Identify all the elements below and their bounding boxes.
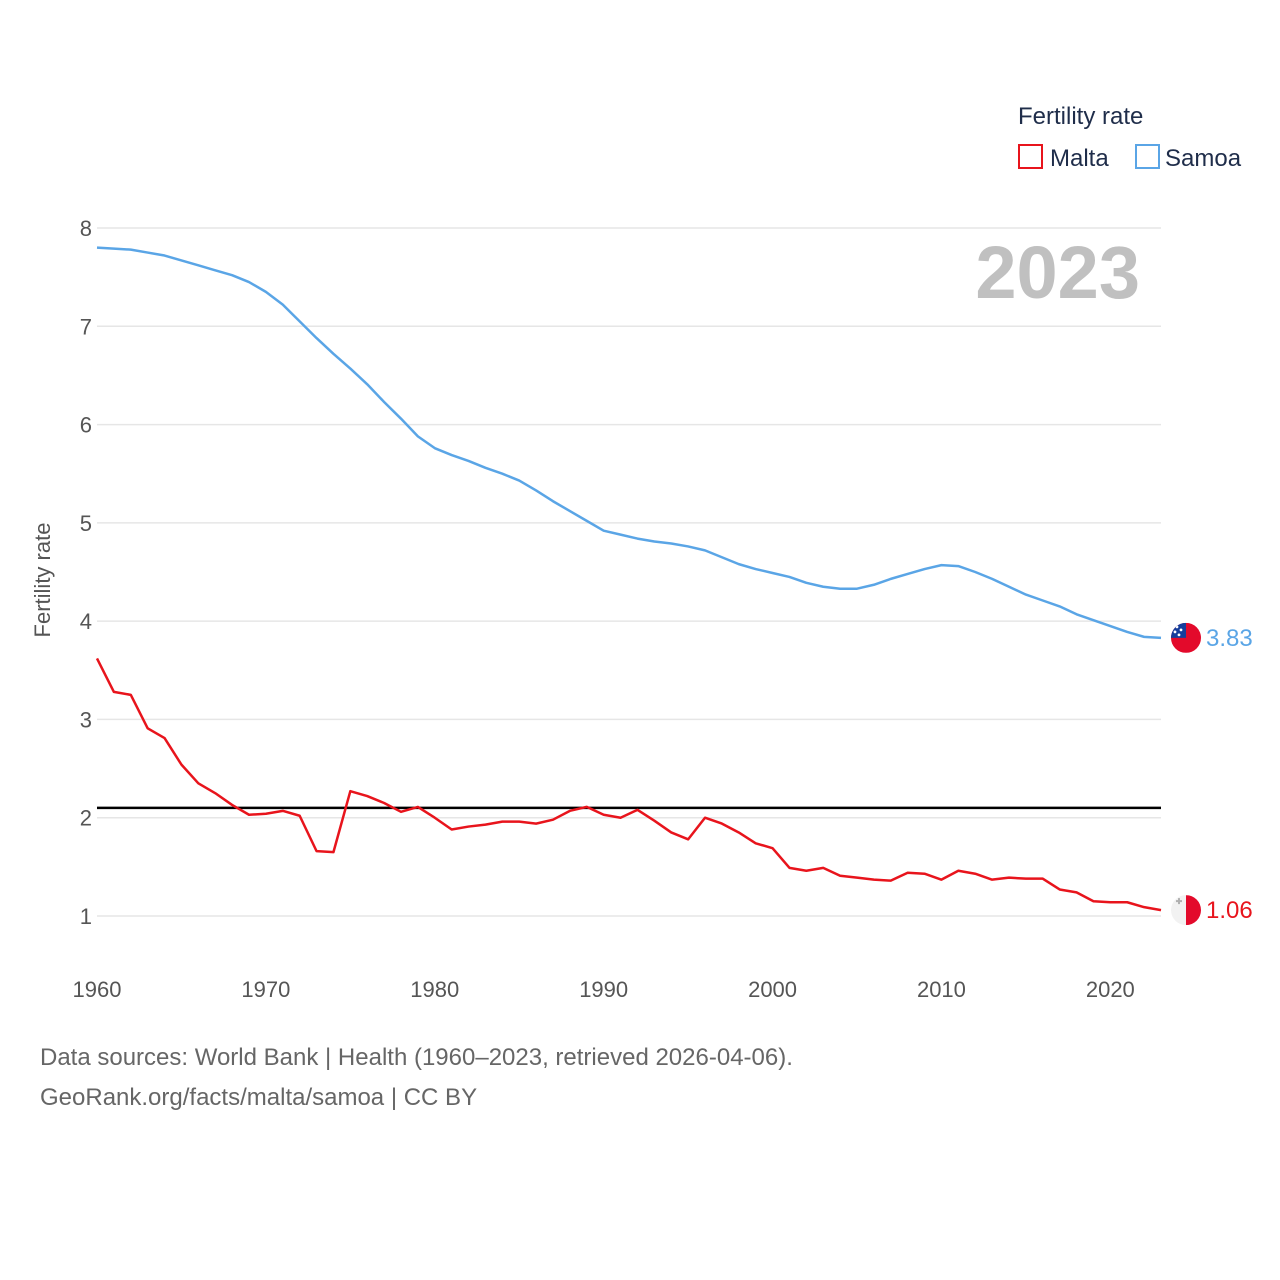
malta-flag-icon (1171, 895, 1201, 926)
x-tick-label: 2000 (748, 977, 797, 1002)
y-tick-label: 4 (80, 609, 92, 634)
y-axis: 1 2 3 4 5 6 7 8 (80, 216, 92, 929)
x-tick-label: 1960 (73, 977, 122, 1002)
y-tick-label: 3 (80, 707, 92, 732)
y-tick-label: 8 (80, 216, 92, 241)
data-sources: Data sources: World Bank | Health (1960–… (40, 1044, 793, 1071)
end-label-samoa: 3.83 (1206, 625, 1253, 652)
x-tick-label: 2010 (917, 977, 966, 1002)
series-line-malta[interactable] (95, 657, 1162, 912)
y-tick-label: 5 (80, 511, 92, 536)
legend-swatch-samoa[interactable] (1135, 144, 1160, 169)
series-lines (95, 246, 1162, 912)
y-tick-label: 7 (80, 314, 92, 339)
y-tick-label: 1 (80, 904, 92, 929)
grid-lines (97, 227, 1161, 917)
x-tick-label: 1990 (579, 977, 628, 1002)
x-tick-label: 1980 (410, 977, 459, 1002)
series-line-samoa[interactable] (96, 246, 1162, 640)
legend-swatch-malta[interactable] (1018, 144, 1043, 169)
x-axis: 1960 1970 1980 1990 2000 2010 2020 (73, 977, 1135, 1002)
x-tick-label: 1970 (241, 977, 290, 1002)
end-label-malta: 1.06 (1206, 897, 1253, 924)
y-axis-title: Fertility rate (30, 523, 55, 638)
y-tick-label: 6 (80, 413, 92, 438)
legend-label-samoa[interactable]: Samoa (1165, 145, 1242, 172)
credit-link[interactable]: GeoRank.org/facts/malta/samoa | CC BY (40, 1084, 478, 1111)
legend: Fertility rate Malta Samoa (1018, 103, 1242, 172)
samoa-flag-icon (1171, 622, 1201, 653)
legend-label-malta[interactable]: Malta (1050, 145, 1109, 172)
y-tick-label: 2 (80, 806, 92, 831)
year-label: 2023 (975, 231, 1140, 314)
legend-title: Fertility rate (1018, 103, 1143, 130)
x-tick-label: 2020 (1086, 977, 1135, 1002)
